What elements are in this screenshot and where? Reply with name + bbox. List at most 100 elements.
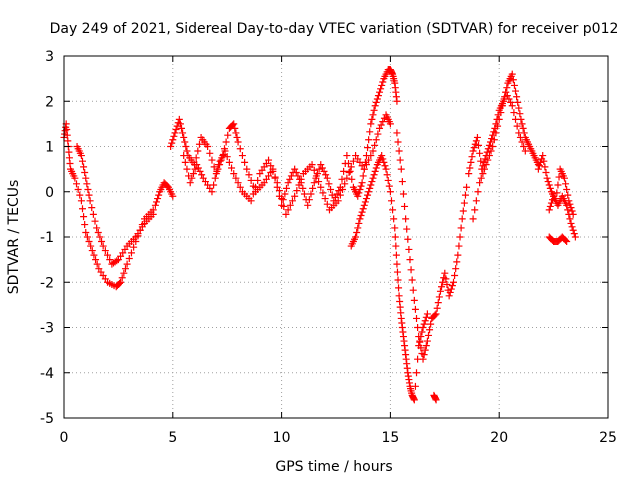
data-point [560,174,568,182]
data-point-interp [513,122,521,130]
data-point-interp [457,224,465,232]
data-point-interp [113,257,121,265]
data-point [234,138,242,146]
data-point-interp [219,150,227,158]
data-point [369,147,377,155]
data-point-interp [438,283,446,291]
data-point-interp [562,180,570,188]
data-point-interp [362,161,370,169]
data-point [221,147,229,155]
data-point-interp [192,154,200,162]
data-point [423,310,431,318]
data-point-interp [295,181,303,189]
data-point [369,174,377,182]
data-point-interp [76,191,84,199]
x-tick-label: 25 [599,430,617,446]
data-point-interp [555,173,563,181]
data-point [282,210,290,218]
data-point-interp [395,284,403,292]
data-point-interp [92,256,100,264]
data-point-interp [87,242,95,250]
data-point [415,333,423,341]
data-point-interp [503,84,511,92]
data-point-interp [179,129,187,137]
data-point-interp [487,147,495,155]
data-point-interp [249,190,257,198]
data-point-interp [379,78,387,86]
data-point [180,152,188,160]
data-point-interp [236,145,244,153]
data-point [382,165,390,173]
data-point-interp [319,189,327,197]
data-point-interp [546,184,554,192]
data-point-interp [416,338,424,346]
data-point-interp [448,282,456,290]
data-point-interp [380,158,388,166]
data-point [489,143,497,150]
data-point-interp [422,313,430,321]
data-point-interp [479,170,487,178]
data-point-interp [442,275,450,283]
data-point-interp [245,171,253,179]
data-point [397,165,405,173]
data-point [563,238,571,246]
data-point-interp [254,176,262,184]
data-point-interp [494,122,502,130]
data-point-interp [418,328,426,336]
data-point-interp [367,181,375,189]
data-point-interp [189,170,197,178]
data-point-interp [278,195,286,203]
data-point [508,70,516,78]
data-point [352,233,360,241]
data-point-interp [468,153,476,161]
data-point-interp [456,233,464,241]
data-point-interp [346,167,354,175]
data-point-interp [225,158,233,166]
data-point-interp [318,164,326,172]
data-point-interp [347,163,355,171]
data-point-interp [519,124,527,132]
x-axis-label: GPS time / hours [275,459,392,475]
data-point-interp [325,180,333,188]
data-point-interp [315,165,323,173]
data-point [230,170,238,178]
data-point-interp [354,224,362,232]
data-point-interp [510,81,518,89]
data-point-interp [451,271,459,279]
data-point-interp [505,95,513,103]
data-point-interp [211,174,219,182]
data-point-interp [213,167,221,175]
data-point [513,93,521,101]
data-point [486,138,494,146]
data-point [515,129,523,137]
data-point-interp [361,198,369,206]
data-point-interp [421,317,429,325]
data-point [458,215,466,223]
data-point-interp [127,249,135,257]
data-point [391,224,399,232]
data-point-interp [345,169,353,177]
data-point-interp [169,136,177,144]
data-point-interp [568,223,576,231]
data-point-interp [381,162,389,170]
data-point-interp [484,156,492,164]
data-point-interp [481,165,489,173]
y-tick-label: -5 [40,411,54,427]
data-point-interp [96,233,104,241]
data-point-interp [452,265,460,273]
data-point [354,192,362,200]
data-point-interp [566,215,574,223]
data-point-interp [120,269,128,277]
y-tick-label: 1 [45,140,54,156]
data-point [310,179,318,187]
data-point-interp [282,184,290,192]
data-point-interp [371,167,379,175]
data-point-interp [467,158,475,166]
data-point [360,201,368,209]
data-point [86,197,94,205]
data-point-interp [492,129,500,137]
data-point-interp [391,233,399,241]
data-point-interp [562,236,570,244]
data-point-interp [377,85,385,93]
